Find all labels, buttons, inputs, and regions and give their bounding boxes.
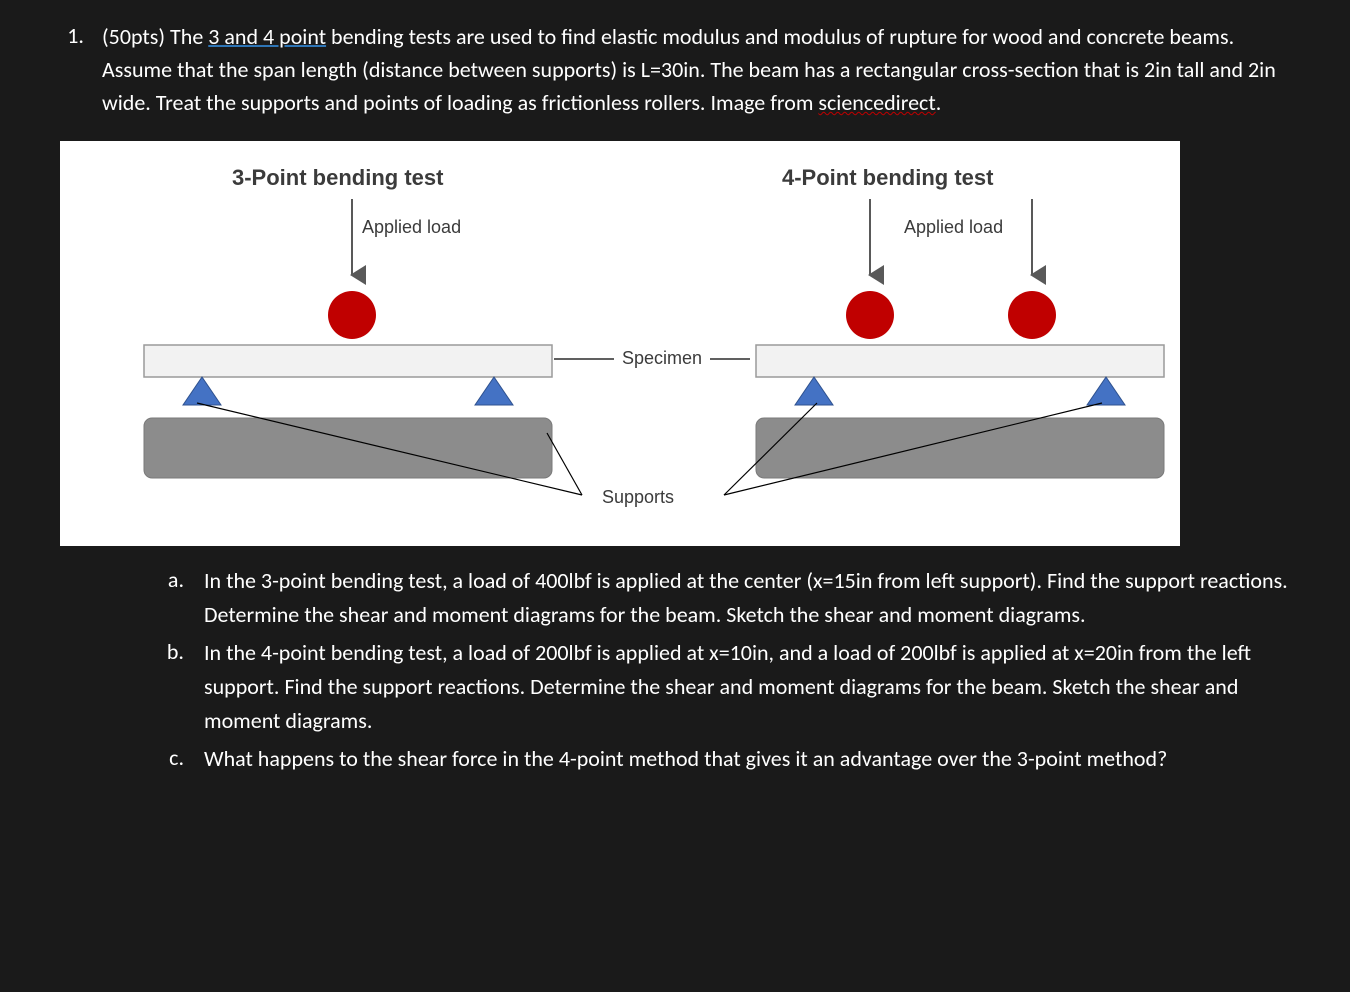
question-text: (50pts) The 3 and 4 point bending tests … [102, 20, 1290, 119]
subpart-c: c. What happens to the shear force in th… [160, 742, 1290, 776]
subpart-b: b. In the 4-point bending test, a load o… [160, 636, 1290, 738]
svg-text:Supports: Supports [602, 487, 674, 507]
question-block: 1. (50pts) The 3 and 4 point bending tes… [60, 20, 1290, 119]
subpart-c-text: What happens to the shear force in the 4… [204, 742, 1167, 776]
question-body-tail: . [936, 89, 942, 116]
svg-text:4-Point bending test: 4-Point bending test [782, 165, 994, 190]
subpart-c-letter: c. [160, 742, 184, 771]
svg-text:3-Point bending test: 3-Point bending test [232, 165, 444, 190]
svg-text:Specimen: Specimen [622, 348, 702, 368]
subpart-a-letter: a. [160, 564, 184, 593]
subpart-b-letter: b. [160, 636, 184, 665]
svg-text:Applied load: Applied load [904, 217, 1003, 237]
squiggle-word: sciencedirect [818, 89, 935, 116]
question-number: 1. [60, 20, 84, 49]
subpart-a: a. In the 3-point bending test, a load o… [160, 564, 1290, 632]
subparts-list: a. In the 3-point bending test, a load o… [160, 564, 1290, 777]
underlined-phrase: 3 and 4 point [208, 23, 326, 50]
subpart-a-text: In the 3-point bending test, a load of 4… [204, 564, 1290, 632]
bending-test-svg: 3-Point bending test Applied load 4-Point … [62, 143, 1178, 544]
points-prefix: (50pts) The [102, 23, 208, 50]
bending-test-figure: 3-Point bending test Applied load 4-Point … [60, 141, 1180, 546]
subpart-b-text: In the 4-point bending test, a load of 2… [204, 636, 1290, 738]
svg-text:Applied load: Applied load [362, 217, 461, 237]
